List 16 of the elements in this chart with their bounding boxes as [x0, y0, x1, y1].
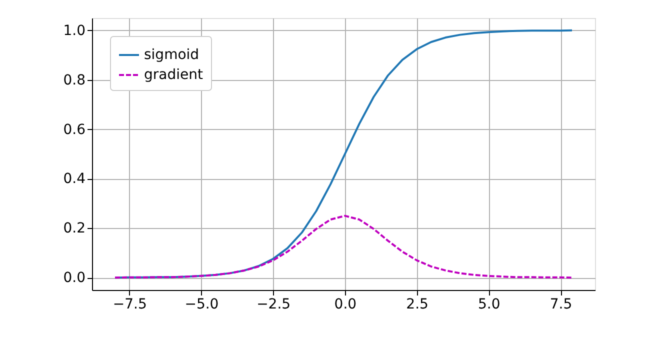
y-tick-label: 1.0: [63, 22, 86, 39]
x-tick-label: 0.0: [334, 296, 357, 312]
x-tick-label: 5.0: [478, 296, 500, 312]
x-tick-label: −5.0: [184, 296, 219, 312]
x-tick-label: 7.5: [550, 296, 572, 312]
y-tick-label: 0.0: [63, 270, 86, 286]
x-tick-label: −7.5: [112, 296, 147, 312]
x-tick-label: −2.5: [256, 296, 291, 312]
y-tick-label: 0.4: [63, 171, 86, 188]
y-tick-label: 0.6: [63, 122, 86, 138]
legend-label: sigmoid: [144, 47, 200, 63]
legend-label: gradient: [144, 67, 204, 83]
y-tick-label: 0.8: [63, 72, 86, 88]
y-tick-label: 0.2: [63, 220, 86, 237]
line-series: [114, 214, 574, 279]
x-tick-label: 2.5: [406, 296, 428, 312]
